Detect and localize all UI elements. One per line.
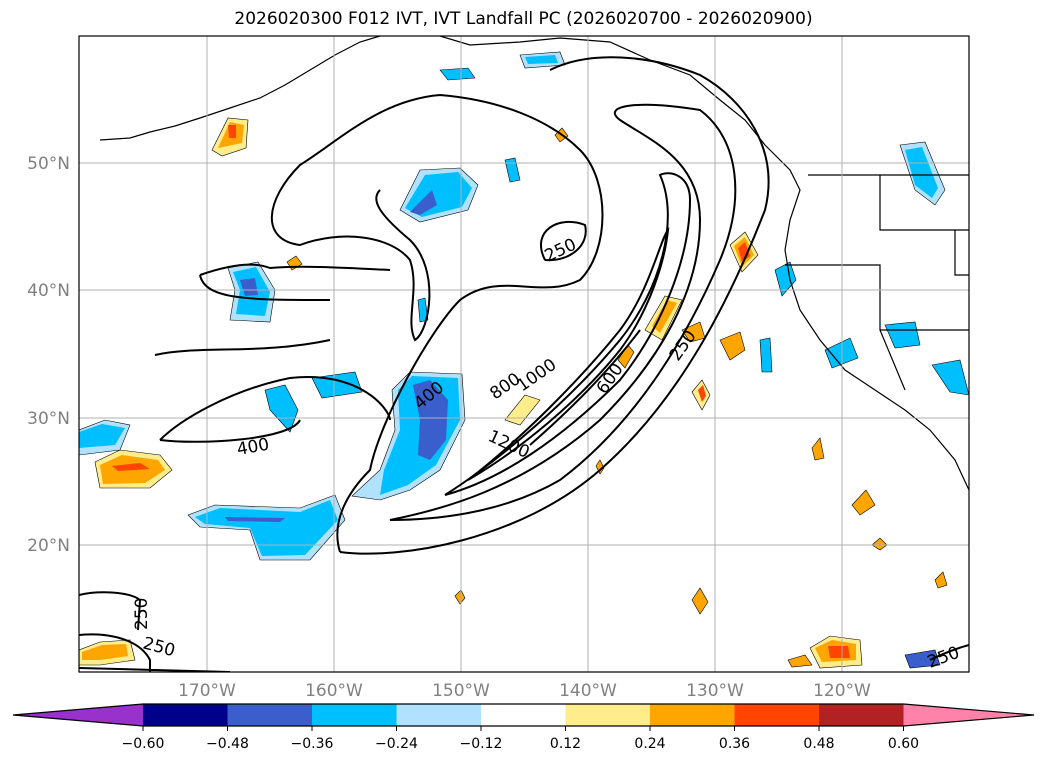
svg-text:130°W: 130°W — [686, 681, 744, 701]
pc-shading — [79, 51, 969, 669]
svg-text:250: 250 — [542, 235, 580, 267]
lon-labels: 170°W 160°W 150°W 140°W 130°W 120°W — [178, 681, 871, 701]
map-area: 250 400 800 1000 1200 600 250 400 250 25… — [79, 36, 969, 673]
svg-text:140°W: 140°W — [559, 681, 617, 701]
colorbar-tick-label: −0.48 — [206, 736, 249, 752]
colorbar-tick-label: −0.24 — [375, 736, 418, 752]
colorbar-tick-label: 0.60 — [888, 736, 919, 752]
lat-labels: 50°N 40°N 30°N 20°N — [27, 154, 70, 556]
colorbar-tick-label: −0.60 — [122, 736, 165, 752]
svg-text:120°W: 120°W — [813, 681, 871, 701]
coastlines — [99, 36, 969, 491]
colorbar-swatch — [734, 704, 819, 726]
map-frame — [78, 35, 970, 673]
colorbar-swatch — [227, 704, 312, 726]
svg-text:50°N: 50°N — [27, 154, 70, 174]
svg-text:150°W: 150°W — [432, 681, 490, 701]
svg-text:250: 250 — [141, 634, 178, 662]
map-title: 2026020300 F012 IVT, IVT Landfall PC (20… — [234, 9, 813, 29]
colorbar-tick-label: −0.36 — [291, 736, 334, 752]
svg-text:250: 250 — [925, 643, 962, 673]
colorbar-extend-high — [903, 704, 1034, 726]
colorbar: −0.60 −0.48 −0.36 −0.24 −0.12 0.12 0.24 0.36 0.4… — [12, 703, 1035, 752]
colorbar-tick-label: −0.12 — [460, 736, 503, 752]
colorbar-swatch — [312, 704, 397, 726]
colorbar-swatch — [819, 704, 904, 726]
svg-text:1000: 1000 — [513, 355, 560, 396]
colorbar-tick-label: 0.48 — [803, 736, 834, 752]
colorbar-tick-label: 0.24 — [634, 736, 665, 752]
svg-text:30°N: 30°N — [27, 409, 70, 429]
colorbar-extend-low — [13, 704, 143, 726]
colorbar-swatch — [396, 704, 481, 726]
colorbar-tick-label: 0.12 — [550, 736, 581, 752]
graticule — [79, 36, 969, 672]
svg-text:400: 400 — [235, 435, 270, 460]
colorbar-tick-label: 0.36 — [719, 736, 750, 752]
colorbar-swatch — [650, 704, 735, 726]
ivt-contours — [79, 56, 969, 672]
svg-text:160°W: 160°W — [305, 681, 363, 701]
svg-text:170°W: 170°W — [178, 681, 236, 701]
colorbar-swatch — [565, 704, 650, 726]
svg-text:20°N: 20°N — [27, 536, 70, 556]
colorbar-swatch — [481, 704, 566, 726]
colorbar-swatch — [143, 704, 228, 726]
svg-text:40°N: 40°N — [27, 281, 70, 301]
svg-text:250: 250 — [132, 598, 152, 630]
